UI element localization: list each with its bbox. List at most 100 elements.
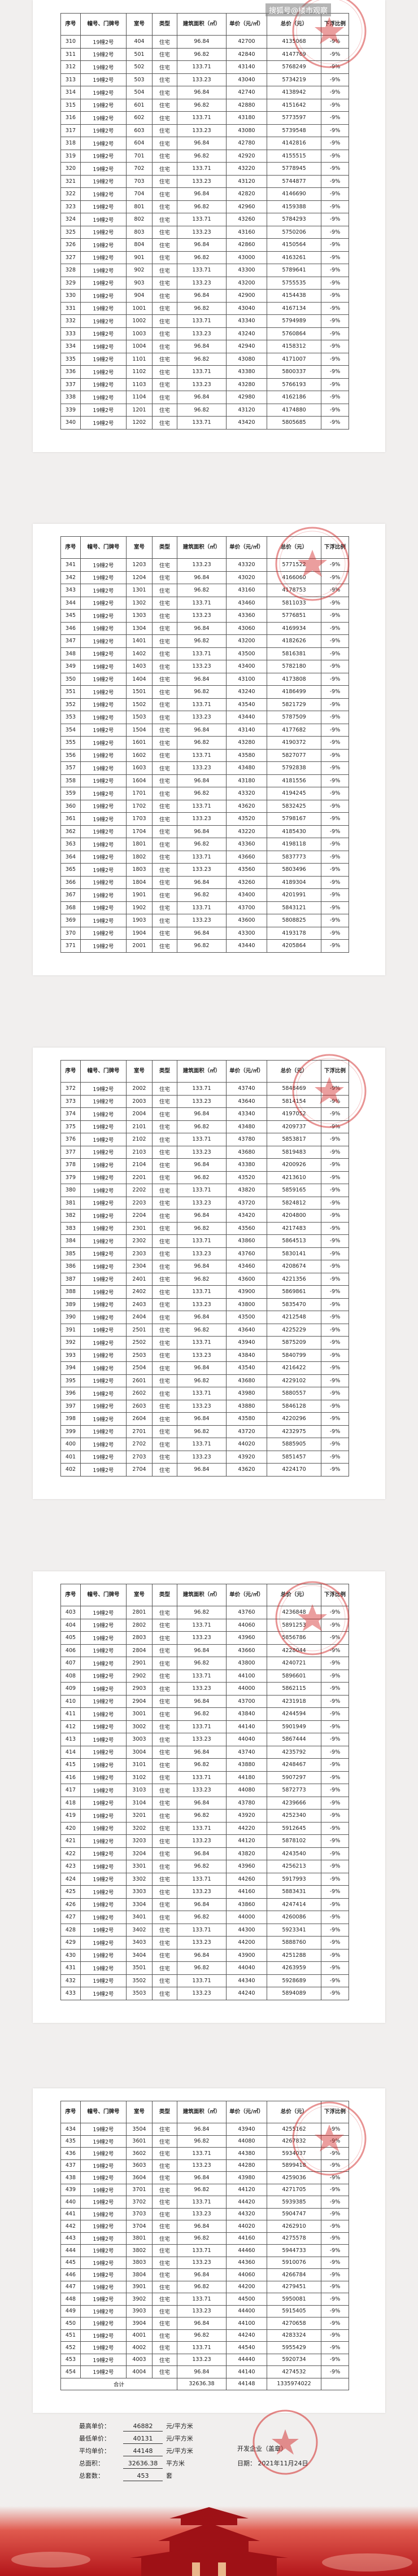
table-cell: 3204 — [126, 1847, 153, 1860]
table-cell: 43960 — [226, 1860, 267, 1873]
table-cell: 133.23 — [177, 2207, 227, 2220]
table-row: 452 19幢2号 4002 住宅 133.71 44540 5955429 -9% — [60, 2341, 349, 2354]
table-cell: 4003 — [126, 2353, 153, 2366]
table-row: 315 19幢2号 601 住宅 96.82 42880 4151642 -9% — [60, 98, 349, 112]
table-cell: 373 — [60, 1094, 81, 1108]
table-row: 383 19幢2号 2301 住宅 96.82 43560 4217483 -9% — [60, 1221, 349, 1235]
table-row: 372 19幢2号 2002 住宅 133.71 43740 5848469 -9% — [60, 1082, 349, 1096]
table-cell: 43440 — [226, 939, 267, 953]
table-cell: 19幢2号 — [80, 1809, 127, 1823]
table-cell: 5789641 — [267, 264, 321, 277]
table-cell: 19幢2号 — [80, 289, 127, 303]
table-cell: 19幢2号 — [80, 1745, 127, 1759]
table-cell: 43060 — [226, 621, 267, 635]
table-cell: -9% — [321, 609, 349, 623]
table-cell: 43140 — [226, 60, 267, 74]
table-cell: -9% — [321, 1911, 349, 1924]
summary-value: 44148 — [123, 2447, 163, 2456]
table-cell: 429 — [60, 1936, 81, 1949]
table-cell: -9% — [321, 812, 349, 826]
table-cell: 住宅 — [152, 86, 177, 99]
table-cell: 1801 — [126, 838, 153, 851]
table-cell: 住宅 — [152, 571, 177, 584]
table-cell: 428 — [60, 1923, 81, 1937]
table-cell: -9% — [321, 2244, 349, 2257]
table-cell: 43780 — [226, 1796, 267, 1810]
table-cell: 4271705 — [267, 2183, 321, 2196]
table-cell: 19幢2号 — [80, 799, 127, 813]
table-cell: 43380 — [226, 1158, 267, 1172]
table-cell: -9% — [321, 327, 349, 340]
table-cell: 住宅 — [152, 1936, 177, 1949]
table-cell: 3801 — [126, 2232, 153, 2245]
table-row: 392 19幢2号 2502 住宅 133.71 43940 5875209 -9% — [60, 1336, 349, 1350]
table-cell: 133.23 — [177, 2305, 227, 2317]
table-row: 406 19幢2号 2804 住宅 96.84 43660 4228044 -9% — [60, 1644, 349, 1657]
table-cell: 住宅 — [152, 111, 177, 125]
table-cell: 44360 — [226, 2256, 267, 2269]
table-cell: 5771522 — [267, 558, 321, 572]
table-cell: 19幢2号 — [80, 926, 127, 940]
table-cell: 96.84 — [177, 1209, 227, 1223]
table-cell: 19幢2号 — [80, 2135, 127, 2148]
table-cell: 133.71 — [177, 1923, 227, 1937]
table-cell: -9% — [321, 1948, 349, 1962]
table-cell: 1704 — [126, 825, 153, 838]
table-cell: -9% — [321, 1644, 349, 1657]
summary-label: 最低单价： — [79, 2435, 110, 2442]
table-cell: 323 — [60, 200, 81, 213]
table-cell: 133.23 — [177, 1450, 227, 1464]
table-cell: -9% — [321, 1606, 349, 1619]
table-row: 374 19幢2号 2004 住宅 96.84 43340 4197052 -9% — [60, 1107, 349, 1121]
table-cell: 451 — [60, 2329, 81, 2342]
table-cell: 346 — [60, 621, 81, 635]
table-cell: 5915405 — [267, 2305, 321, 2317]
table-cell: 96.84 — [177, 1694, 227, 1708]
table-cell: 96.82 — [177, 736, 227, 750]
table-cell: 44220 — [226, 1821, 267, 1835]
table-cell: -9% — [321, 1247, 349, 1260]
table-cell: -9% — [321, 111, 349, 125]
table-cell: 903 — [126, 276, 153, 290]
table-cell: 43820 — [226, 1184, 267, 1197]
table-cell: 133.71 — [177, 2196, 227, 2209]
table-cell: 住宅 — [152, 1872, 177, 1886]
table-cell: -9% — [321, 1784, 349, 1797]
table-cell: 133.23 — [177, 1987, 227, 2000]
header-cell: 类型 — [152, 13, 177, 36]
table-cell: 19幢2号 — [80, 352, 127, 366]
table-cell: 344 — [60, 596, 81, 610]
header-cell: 下浮比例 — [321, 13, 349, 36]
table-cell: 376 — [60, 1133, 81, 1146]
table-cell: 19幢2号 — [80, 2353, 127, 2366]
table-cell: 19幢2号 — [80, 2123, 127, 2136]
table-row: 340 19幢2号 1202 住宅 133.71 43420 5805685 -9% — [60, 416, 349, 430]
table-cell: 4135068 — [267, 35, 321, 49]
table-cell: 43360 — [226, 609, 267, 623]
table-cell: 42920 — [226, 149, 267, 163]
table-cell: 19幢2号 — [80, 2329, 127, 2342]
table-cell: -9% — [321, 73, 349, 86]
table-cell: 503 — [126, 73, 153, 86]
table-cell: 43600 — [226, 914, 267, 927]
table-cell: 住宅 — [152, 2196, 177, 2209]
table-cell: 96.84 — [177, 1796, 227, 1810]
table-row: 311 19幢2号 501 住宅 96.82 42840 4147769 -9% — [60, 47, 349, 61]
table-row: 313 19幢2号 503 住宅 133.23 43040 5734219 -9% — [60, 73, 349, 86]
table-cell: 住宅 — [152, 1120, 177, 1133]
table-cell: 住宅 — [152, 1374, 177, 1387]
table-cell: 133.23 — [177, 1348, 227, 1362]
table-cell: 住宅 — [152, 787, 177, 800]
table-cell: 133.71 — [177, 1438, 227, 1451]
table-cell: 3702 — [126, 2196, 153, 2209]
table-row: 425 19幢2号 3303 住宅 133.23 44160 5883431 -9% — [60, 1885, 349, 1899]
header-row: 序号 幢号、门牌号 室号 类型 建筑面积（㎡） 单价（元/㎡） 总价（元） 下浮比例 — [60, 13, 349, 36]
table-cell: 住宅 — [152, 340, 177, 353]
table-cell: 19幢2号 — [80, 1923, 127, 1937]
table-cell: 96.82 — [177, 634, 227, 648]
table-cell: 4167134 — [267, 301, 321, 315]
table-cell: 404 — [126, 35, 153, 49]
table-row: 344 19幢2号 1302 住宅 133.71 43460 5811033 -9% — [60, 596, 349, 610]
table-cell: 19幢2号 — [80, 2244, 127, 2257]
table-cell: -9% — [321, 1733, 349, 1746]
